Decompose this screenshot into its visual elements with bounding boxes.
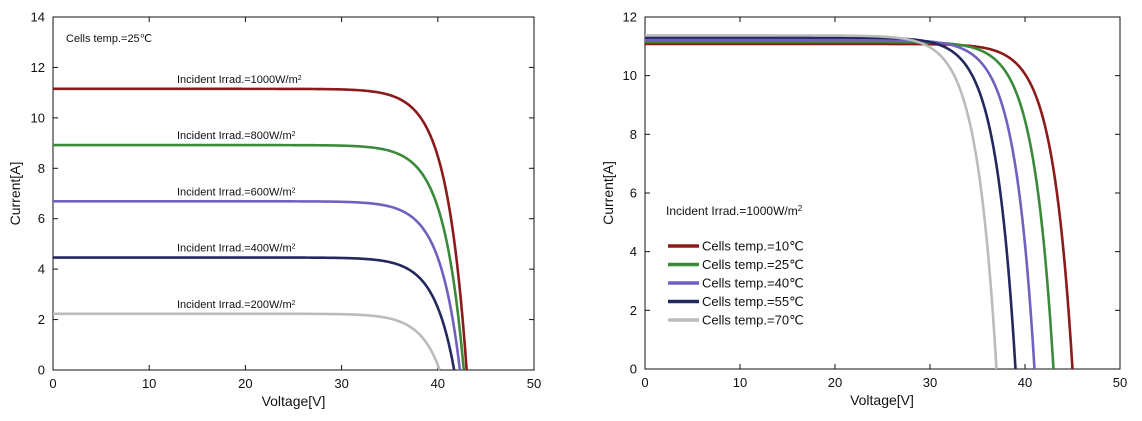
series-annotation-3: Incident Irrad.=400W/m2	[177, 243, 296, 255]
y-tick-label: 10	[31, 110, 45, 125]
series-annotation-4: Incident Irrad.=200W/m2	[177, 299, 296, 311]
x-tick-label: 20	[828, 375, 842, 390]
y-tick-label: 8	[38, 161, 45, 176]
x-axis-label: Voltage[V]	[262, 393, 326, 409]
series-line-4	[645, 34, 998, 370]
legend-label-3: Cells temp.=55℃	[702, 294, 804, 309]
series-line-3	[53, 256, 456, 371]
x-tick-label: 10	[142, 376, 156, 391]
legend: Cells temp.=10℃ Cells temp.=25℃ Cells temp…	[668, 239, 804, 328]
series-line-2	[645, 38, 1036, 370]
y-tick-label: 6	[38, 211, 45, 226]
x-tick-label: 40	[1018, 375, 1032, 390]
y-axis-label: Current[A]	[600, 161, 616, 225]
x-tick-label: 0	[49, 376, 56, 391]
series-curves	[645, 34, 1074, 370]
x-axis: 0 10 20 30 40 50	[641, 17, 1127, 390]
x-tick-label: 30	[334, 376, 348, 391]
x-tick-label: 50	[527, 376, 541, 391]
series-annotation-0: Incident Irrad.=1000W/m2	[177, 74, 302, 86]
series-annotation-1: Incident Irrad.=800W/m2	[177, 130, 296, 142]
x-tick-label: 0	[641, 375, 648, 390]
x-tick-label: 10	[733, 375, 747, 390]
y-tick-label: 6	[630, 186, 637, 201]
note-incident-irrad: Incident Irrad.=1000W/m2	[666, 204, 803, 219]
y-tick-label: 8	[630, 127, 637, 142]
series-annotation-2: Incident Irrad.=600W/m2	[177, 186, 296, 198]
x-tick-label: 30	[923, 375, 937, 390]
y-tick-label: 2	[630, 303, 637, 318]
y-tick-label: 4	[630, 244, 637, 259]
series-line-1	[53, 143, 466, 371]
series-annotations: Incident Irrad.=1000W/m2 Incident Irrad.=…	[177, 74, 302, 311]
plot-frame	[52, 16, 535, 371]
y-tick-label: 4	[38, 262, 45, 277]
series-line-0	[53, 87, 468, 371]
legend-label-2: Cells temp.=40℃	[702, 276, 804, 291]
note-cells-temp: Cells temp.=25℃	[66, 33, 152, 45]
series-line-4	[53, 312, 441, 371]
y-tick-label: 12	[31, 60, 45, 75]
y-tick-label: 10	[623, 68, 637, 83]
y-tick-label: 0	[630, 362, 637, 377]
y-axis: 0 2 4 6 8 10 12 14	[31, 10, 534, 378]
x-tick-label: 20	[238, 376, 252, 391]
series-line-1	[645, 40, 1055, 370]
x-tick-label: 50	[1113, 375, 1127, 390]
y-tick-label: 0	[38, 363, 45, 378]
series-curves	[53, 87, 468, 371]
chart-irradiance: 0 10 20 30 40 50 0 2 4 6 8 10 12 14 Incident Irrad.=…	[7, 10, 541, 410]
x-tick-label: 40	[431, 376, 445, 391]
series-line-3	[645, 36, 1017, 370]
y-tick-label: 12	[623, 10, 637, 25]
x-axis-label: Voltage[V]	[850, 392, 914, 408]
chart-temperature: 0 10 20 30 40 50 0 2 4 6 8 10 12 Incident Irrad.=10…	[600, 10, 1127, 409]
y-axis: 0 2 4 6 8 10 12	[623, 10, 1120, 377]
series-line-2	[53, 200, 462, 371]
series-line-0	[645, 42, 1074, 370]
legend-label-0: Cells temp.=10℃	[702, 239, 804, 254]
y-tick-label: 14	[31, 10, 45, 25]
y-axis-label: Current[A]	[7, 162, 23, 226]
x-axis: 0 10 20 30 40 50	[49, 17, 541, 391]
y-tick-label: 2	[38, 312, 45, 327]
legend-label-4: Cells temp.=70℃	[702, 313, 804, 328]
legend-label-1: Cells temp.=25℃	[702, 257, 804, 272]
